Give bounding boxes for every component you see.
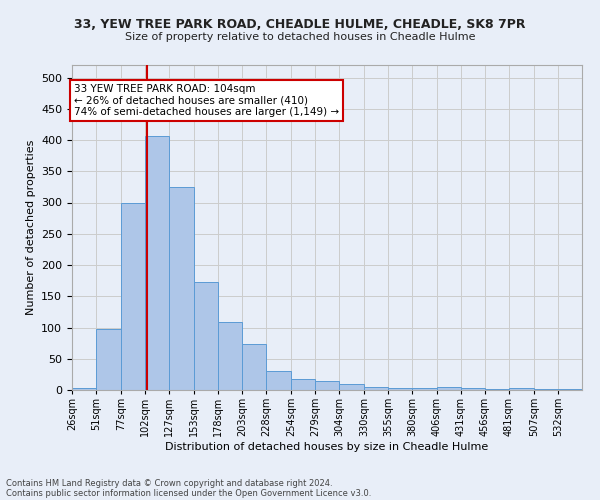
Bar: [194, 282, 218, 390]
Bar: [72, 388, 96, 390]
X-axis label: Distribution of detached houses by size in Cheadle Hulme: Distribution of detached houses by size …: [166, 442, 488, 452]
Bar: [145, 136, 169, 390]
Bar: [437, 387, 461, 390]
Y-axis label: Number of detached properties: Number of detached properties: [26, 140, 35, 315]
Bar: [266, 371, 291, 390]
Text: 33, YEW TREE PARK ROAD, CHEADLE HULME, CHEADLE, SK8 7PR: 33, YEW TREE PARK ROAD, CHEADLE HULME, C…: [74, 18, 526, 30]
Bar: [96, 330, 121, 390]
Bar: [242, 344, 266, 390]
Bar: [169, 187, 194, 390]
Text: Contains HM Land Registry data © Crown copyright and database right 2024.: Contains HM Land Registry data © Crown c…: [6, 478, 332, 488]
Bar: [291, 380, 315, 390]
Text: 33 YEW TREE PARK ROAD: 104sqm
← 26% of detached houses are smaller (410)
74% of : 33 YEW TREE PARK ROAD: 104sqm ← 26% of d…: [74, 84, 339, 117]
Bar: [315, 380, 339, 390]
Bar: [121, 202, 145, 390]
Bar: [461, 388, 485, 390]
Bar: [339, 384, 364, 390]
Bar: [412, 388, 437, 390]
Bar: [218, 322, 242, 390]
Text: Contains public sector information licensed under the Open Government Licence v3: Contains public sector information licen…: [6, 488, 371, 498]
Text: Size of property relative to detached houses in Cheadle Hulme: Size of property relative to detached ho…: [125, 32, 475, 42]
Bar: [388, 388, 412, 390]
Bar: [509, 388, 534, 390]
Bar: [364, 387, 388, 390]
